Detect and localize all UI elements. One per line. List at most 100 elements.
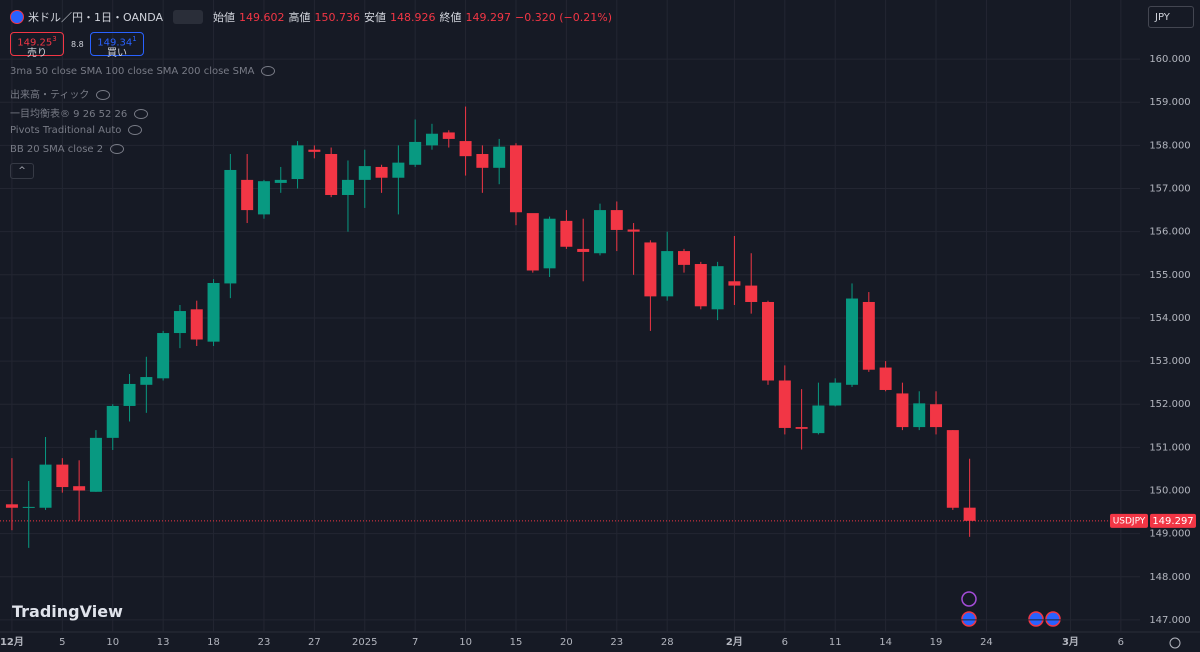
hide-icon[interactable] xyxy=(128,124,143,135)
y-tick-label: 152.000 xyxy=(1149,399,1190,410)
candle-body xyxy=(896,393,909,428)
toggle[interactable] xyxy=(173,10,204,24)
candle-body xyxy=(241,179,254,211)
logo: TradingView xyxy=(12,602,123,621)
indicator[interactable]: 3ma 50 close SMA 100 close SMA 200 close… xyxy=(10,66,276,77)
event-icon[interactable] xyxy=(961,591,977,607)
x-tick-label: 23 xyxy=(258,637,271,648)
candle-body xyxy=(762,301,775,381)
indicator[interactable]: 出来高・ティック xyxy=(10,86,111,101)
settings-icon[interactable] xyxy=(1169,637,1181,649)
event-icon[interactable] xyxy=(961,611,977,627)
candle-body xyxy=(661,251,674,297)
candle-body xyxy=(22,506,35,508)
candle-body xyxy=(526,213,539,271)
candle-body xyxy=(123,383,136,406)
labels: 147.000 148.000 149.000 150.000 151.000 152.0… xyxy=(0,54,1196,648)
x-tick-label: 11 xyxy=(829,637,842,648)
candle-body xyxy=(341,179,354,195)
candle-body xyxy=(745,285,758,302)
high-value: 150.736 xyxy=(314,10,361,24)
low-label: 安値 xyxy=(364,11,387,24)
x-tick-label: 2025 xyxy=(352,637,377,648)
plot xyxy=(0,0,1140,632)
candle-body xyxy=(946,430,959,508)
x-tick-label: 5 xyxy=(59,637,65,648)
candle-body xyxy=(375,166,388,178)
event-icon[interactable] xyxy=(1028,611,1044,627)
candle-body xyxy=(610,210,623,230)
open-label: 始値 xyxy=(213,11,236,24)
y-tick-label: 160.000 xyxy=(1149,54,1190,65)
buy-sup: 1 xyxy=(132,35,137,43)
candle-body xyxy=(392,162,405,178)
x-tick-label: 6 xyxy=(782,637,788,648)
candle-body xyxy=(89,437,102,492)
y-tick-label: 157.000 xyxy=(1149,184,1190,195)
open-value: 149.602 xyxy=(239,10,285,24)
buy-button[interactable]: 149.341 買い xyxy=(90,32,144,60)
candle-body xyxy=(190,309,203,340)
x-tick-label: 23 xyxy=(610,637,623,648)
y-tick-label: 148.000 xyxy=(1149,572,1190,583)
flag-icon xyxy=(10,10,24,24)
x-tick-label: 14 xyxy=(879,637,892,648)
candle-body xyxy=(157,333,170,379)
hide-icon[interactable] xyxy=(96,89,111,100)
change: −0.320 (−0.21%) xyxy=(515,10,612,24)
y-tick-label: 153.000 xyxy=(1149,356,1190,367)
candle-body xyxy=(829,382,842,406)
collapse-button[interactable]: ^ xyxy=(10,163,34,179)
hide-icon[interactable] xyxy=(110,144,125,154)
candle-body xyxy=(812,405,825,434)
spread: 8.8 xyxy=(71,40,84,49)
sell-button[interactable]: 149.253 売り xyxy=(10,32,64,60)
price-tag-text: 149.297 xyxy=(1152,516,1193,527)
indicator[interactable]: BB 20 SMA close 2 xyxy=(10,144,125,155)
candle-body xyxy=(476,154,489,168)
x-tick-label: 28 xyxy=(661,637,674,648)
y-tick-label: 151.000 xyxy=(1149,442,1190,453)
candle-body xyxy=(56,464,69,488)
y-tick-label: 154.000 xyxy=(1149,313,1190,324)
candle-body xyxy=(711,266,724,310)
buy-label: 買い xyxy=(107,48,127,60)
x-tick-label: 12月 xyxy=(0,636,24,648)
price-tag xyxy=(1150,513,1196,528)
candle-body xyxy=(207,282,220,342)
candle-body xyxy=(173,311,186,334)
candle-body xyxy=(308,149,321,152)
candle-body xyxy=(409,141,422,165)
candle-body xyxy=(325,154,338,195)
candle-body xyxy=(425,133,438,146)
x-tick-label: 10 xyxy=(106,637,119,648)
symbol[interactable]: 米ドル／円・1日・OANDA xyxy=(28,11,164,24)
candle-body xyxy=(5,504,18,508)
candle-body xyxy=(795,427,808,429)
x-tick-label: 15 xyxy=(510,637,523,648)
candle-body xyxy=(291,145,304,180)
y-tick-label: 158.000 xyxy=(1149,140,1190,151)
indicator[interactable]: Pivots Traditional Auto xyxy=(10,124,143,136)
candle-body xyxy=(963,507,976,521)
candle-body xyxy=(778,380,791,428)
candle-body xyxy=(73,486,86,491)
x-tick-label: 7 xyxy=(412,637,418,648)
y-tick-label: 149.000 xyxy=(1149,529,1190,540)
indicator[interactable]: 一目均衡表® 9 26 52 26 xyxy=(10,105,149,120)
x-tick-label: 2月 xyxy=(726,636,743,648)
sell-label: 売り xyxy=(27,48,47,60)
hide-icon[interactable] xyxy=(134,109,149,119)
hide-icon[interactable] xyxy=(261,66,276,76)
candle-body xyxy=(140,377,153,385)
y-tick-label: 156.000 xyxy=(1149,227,1190,238)
event-icon[interactable] xyxy=(1045,611,1061,627)
candle-body xyxy=(358,166,371,180)
candle-body xyxy=(913,403,926,428)
candle-body xyxy=(678,251,690,265)
candle-body xyxy=(257,181,270,215)
candle-body xyxy=(694,264,707,307)
currency-button[interactable]: JPY xyxy=(1148,6,1194,28)
